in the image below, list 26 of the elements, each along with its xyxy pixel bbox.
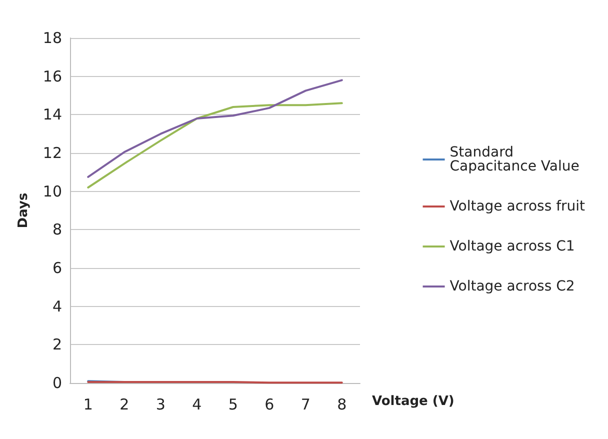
x-tick-label: 5 <box>228 396 238 414</box>
y-tick-label: 2 <box>52 336 62 354</box>
y-tick-label: 12 <box>42 144 62 162</box>
x-tick-label: 2 <box>120 396 130 414</box>
y-tick-label: 8 <box>52 220 62 239</box>
legend-label: Standard Capacitance Value <box>450 144 580 174</box>
x-tick-label: 7 <box>300 396 310 414</box>
legend-label: Voltage across C2 <box>450 278 575 294</box>
line-series <box>87 79 343 178</box>
line-series <box>87 102 343 188</box>
x-tick-label: 6 <box>264 396 274 414</box>
y-tick-label: 10 <box>42 182 62 200</box>
x-tick-label: 4 <box>192 396 202 414</box>
legend-label: Voltage across fruit <box>450 198 586 214</box>
y-tick-label: 14 <box>42 106 62 124</box>
y-tick-label: 4 <box>52 297 62 316</box>
x-tick-label: 8 <box>337 396 347 414</box>
y-tick-label: 6 <box>52 259 62 277</box>
x-tick-label: 1 <box>83 396 93 414</box>
y-tick-label: 18 <box>42 29 62 47</box>
y-tick-label: 16 <box>42 67 62 86</box>
y-tick-label: 0 <box>52 374 62 392</box>
y-axis-title: Days <box>16 192 31 228</box>
x-tick-label: 3 <box>156 396 166 414</box>
x-axis-title: Voltage (V) <box>372 394 454 409</box>
legend-label: Voltage across C1 <box>450 238 575 254</box>
